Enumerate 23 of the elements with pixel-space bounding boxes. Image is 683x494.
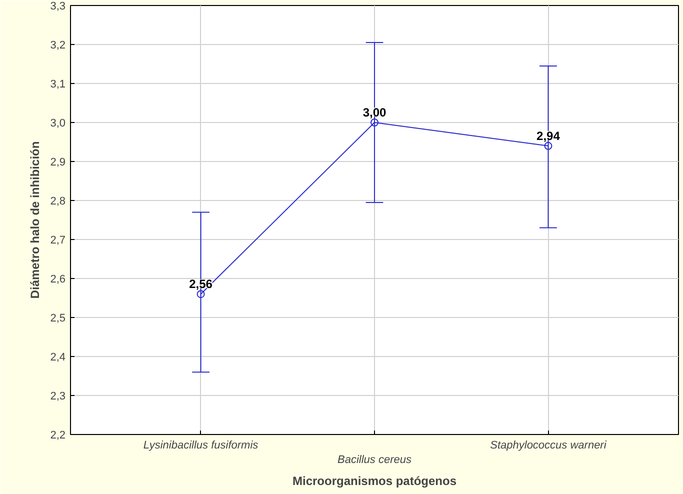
- y-tick-label: 2,2: [50, 430, 66, 442]
- y-tick-label: 2,5: [50, 312, 66, 324]
- y-tick-label: 2,8: [50, 196, 66, 208]
- y-tick-label: 3,2: [50, 40, 66, 52]
- x-tick-label: Staphylococcus warneri: [490, 440, 607, 452]
- data-label: 3,00: [362, 106, 387, 120]
- y-tick-label: 2,6: [50, 274, 66, 286]
- y-axis-title: Diámetro halo de inhibición: [28, 141, 42, 299]
- y-tick-label: 2,4: [50, 352, 66, 364]
- y-tick-label: 3,1: [50, 78, 66, 90]
- point: [196, 290, 205, 298]
- x-tick-label: Bacillus cereus: [338, 454, 412, 466]
- data-label: 2,94: [536, 128, 560, 143]
- y-tick-label: 3,0: [50, 118, 66, 130]
- y-tick-label: 2,7: [50, 234, 66, 246]
- y-tick-label: 2,9: [50, 156, 66, 168]
- x-tick-label: Lysinibacillus fusiformis: [143, 440, 259, 452]
- data-label: 2,56: [189, 277, 213, 292]
- y-tick-label: 3,3: [50, 0, 66, 12]
- point: [544, 142, 552, 150]
- y-tick-label: 2,3: [50, 390, 66, 402]
- x-axis-title: Microorganismos patógenos: [292, 474, 457, 488]
- point: [370, 118, 378, 126]
